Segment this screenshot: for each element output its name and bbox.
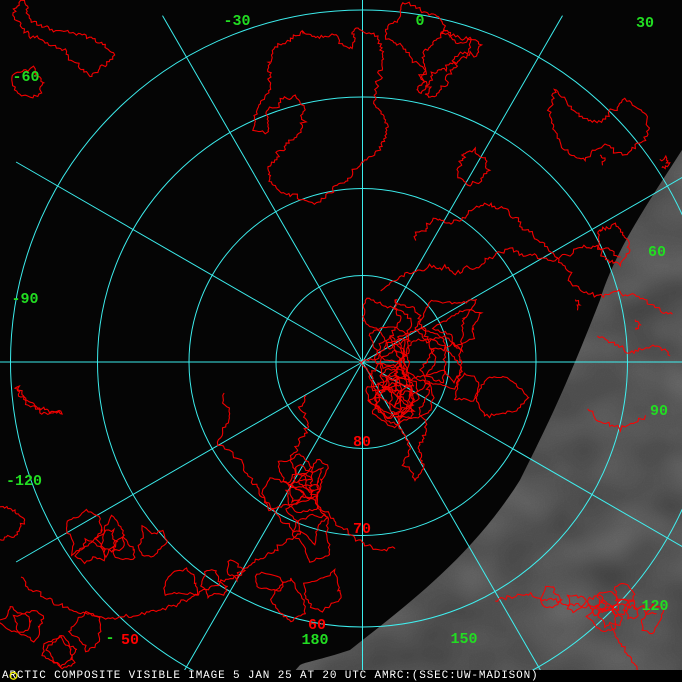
- svg-text:-30: -30: [223, 13, 250, 30]
- svg-text:-90: -90: [11, 291, 38, 308]
- svg-text:150: 150: [450, 631, 477, 648]
- svg-text:120: 120: [641, 598, 668, 615]
- svg-text:-60: -60: [12, 69, 39, 86]
- svg-text:-120: -120: [6, 473, 42, 490]
- svg-text:60: 60: [648, 244, 666, 261]
- svg-text:30: 30: [636, 15, 654, 32]
- svg-text:60: 60: [308, 617, 326, 634]
- svg-text:0: 0: [415, 13, 424, 30]
- svg-text:180: 180: [301, 632, 328, 649]
- svg-text:70: 70: [353, 521, 371, 538]
- svg-text:80: 80: [353, 434, 371, 451]
- svg-text:-: -: [105, 630, 114, 647]
- svg-text:90: 90: [650, 403, 668, 420]
- svg-text:50: 50: [121, 632, 139, 649]
